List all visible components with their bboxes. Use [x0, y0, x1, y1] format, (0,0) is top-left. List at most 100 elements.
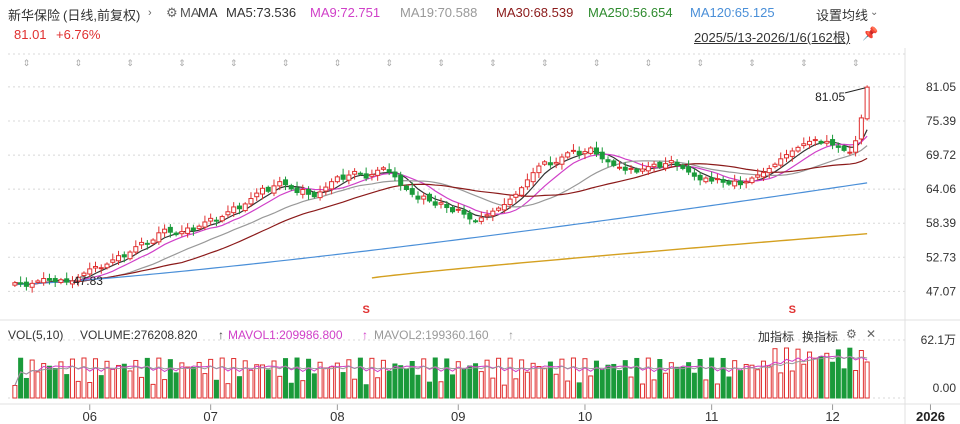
ma120-value: MA120:65.125 — [690, 5, 775, 20]
candle-body — [438, 202, 444, 205]
volume-bar — [484, 359, 490, 399]
candle-body — [306, 188, 312, 195]
volume-bar — [559, 358, 565, 399]
candle-body — [288, 185, 294, 190]
candle-body — [18, 282, 24, 285]
candle-body — [772, 163, 778, 168]
candle-body — [720, 179, 726, 183]
volume-bar — [329, 366, 335, 399]
pin-icon[interactable]: 📌 — [862, 26, 879, 41]
candle-body — [444, 204, 450, 209]
volume-bar — [386, 370, 392, 399]
volume-bar — [461, 368, 467, 399]
candle-body — [352, 170, 358, 175]
volume-bar — [179, 362, 185, 399]
volume-bar — [582, 358, 588, 399]
volume-bar — [52, 368, 58, 399]
candle-body — [663, 163, 669, 169]
candle-body — [116, 255, 122, 262]
candle-body — [167, 226, 173, 233]
candle-body — [588, 147, 594, 154]
candle-body — [783, 154, 790, 159]
volume-bar — [248, 369, 254, 399]
ma250-value: MA250:56.654 — [588, 5, 673, 20]
mavol1-arrow-icon: ↑ — [362, 328, 368, 342]
volume-bar — [478, 371, 484, 399]
ma250-line — [371, 233, 868, 279]
candle-body — [294, 187, 300, 193]
gear-icon[interactable]: ⚙ — [166, 5, 178, 20]
volume-bar — [853, 370, 859, 399]
close-icon[interactable]: ✕ — [866, 327, 877, 341]
candle-body — [576, 150, 582, 156]
volume-bar — [680, 366, 686, 399]
volume-bar — [104, 360, 110, 399]
volume-bar — [743, 363, 749, 399]
volume-bar — [81, 357, 87, 399]
candle-body — [277, 181, 283, 187]
volume-bar — [438, 381, 444, 399]
volume-bar — [340, 372, 346, 399]
volume-bar — [380, 359, 386, 399]
x-month-label: 2026 — [916, 409, 945, 424]
candle-body — [323, 186, 329, 192]
period-mode[interactable]: (日线,前复权) — [63, 8, 141, 23]
volume-bar — [127, 370, 133, 399]
date-range[interactable]: 2025/5/13-2026/1/6(162根) — [694, 30, 851, 45]
volume-bar — [657, 359, 663, 399]
volume-bar — [697, 359, 703, 399]
candle-body — [236, 205, 242, 210]
candle-body — [144, 242, 150, 245]
candle-body — [714, 178, 720, 181]
ma19-value: MA19:70.588 — [400, 5, 478, 20]
candle-body — [190, 227, 196, 231]
candle-body — [674, 161, 680, 166]
low-price-label: 47.83 — [73, 274, 103, 288]
ma-switch[interactable]: MA — [180, 5, 200, 20]
candle-body — [628, 167, 634, 170]
candle-body — [461, 209, 467, 215]
event-marker: ⇕ — [385, 58, 393, 68]
chevron-down-icon[interactable]: ⌄ — [870, 7, 879, 18]
volume-bar — [110, 368, 116, 399]
gear-icon[interactable]: ⚙ — [846, 327, 857, 341]
switch-indicator-button[interactable]: 换指标 — [802, 330, 839, 344]
x-month-label: 10 — [578, 409, 592, 424]
candle-body — [81, 272, 87, 277]
volume-bar — [300, 380, 306, 399]
x-month-label: 08 — [330, 409, 344, 424]
volume-bar — [277, 375, 283, 399]
candle-body — [812, 139, 818, 142]
price-row: 81.01 +6.76% 2025/5/13-2026/1/6(162根) 📌 — [0, 24, 960, 45]
candle-body — [697, 174, 703, 181]
candle-body — [213, 219, 219, 222]
volume-bar — [403, 368, 409, 399]
candle-body — [231, 206, 237, 214]
volume-bar — [812, 357, 818, 399]
s-marker: S — [789, 304, 796, 316]
volume-bar — [236, 376, 242, 399]
candle-body — [380, 167, 386, 170]
candle-body — [150, 239, 156, 244]
ma-settings-button[interactable]: 设置均线 — [816, 8, 869, 23]
candle-body — [737, 180, 743, 186]
event-marker: ⇕ — [541, 58, 549, 68]
candle-body — [196, 225, 202, 230]
add-indicator-button[interactable]: 加指标 — [758, 330, 795, 344]
volume-bar — [231, 358, 237, 399]
volume-bar — [588, 375, 594, 399]
y-tick-label: 58.39 — [926, 216, 956, 230]
high-arrow — [844, 87, 866, 94]
candle-body — [139, 241, 145, 246]
candle-body — [127, 251, 133, 260]
volume-bar — [185, 366, 191, 399]
candle-body — [329, 181, 335, 190]
volume-bar — [35, 371, 41, 399]
candle-body — [467, 212, 473, 220]
volume-bar — [271, 360, 277, 399]
candle-body — [501, 204, 507, 211]
chevron-right-icon[interactable]: › — [148, 7, 152, 19]
candle-body — [732, 180, 738, 187]
vol-arrow-icon: ↑ — [218, 328, 224, 342]
